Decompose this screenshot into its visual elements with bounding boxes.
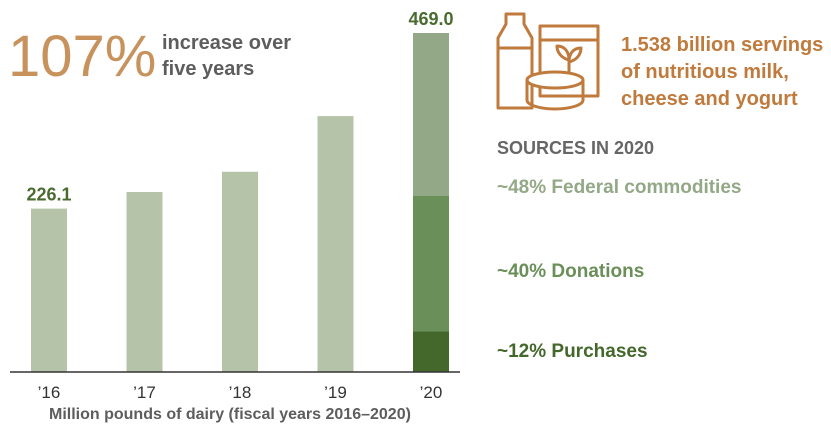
x-tick-label: ’17 — [133, 383, 156, 402]
legend-entry: ~12% Purchases — [497, 341, 648, 362]
sources-title: SOURCES IN 2020 — [497, 138, 654, 158]
x-tick-label: ’18 — [229, 383, 252, 402]
servings-text: 1.538 billion servings — [621, 34, 823, 56]
legend-entry: ~40% Donations — [497, 261, 644, 282]
headline-text: increase over — [162, 32, 291, 54]
legend-entry: ~48% Federal commodities — [497, 177, 741, 198]
bar-segment — [413, 331, 449, 372]
value-label: 226.1 — [26, 185, 71, 205]
servings-text: cheese and yogurt — [621, 88, 798, 110]
bar — [317, 116, 354, 373]
x-tick-label: ’16 — [38, 383, 61, 402]
x-tick-label: ’19 — [324, 383, 347, 402]
bar-segment — [413, 195, 449, 332]
bar — [31, 208, 67, 372]
servings-text: of nutritious milk, — [621, 61, 789, 83]
bar — [126, 192, 163, 372]
dairy-icon — [496, 12, 600, 111]
bar — [222, 171, 258, 372]
value-label: 469.0 — [408, 9, 453, 29]
x-axis-label: Million pounds of dairy (fiscal years 20… — [49, 406, 411, 423]
bar-segment — [413, 33, 449, 196]
headline-text: five years — [162, 58, 254, 80]
x-tick-label: ’20 — [420, 383, 443, 402]
headline-figure: 107% — [8, 24, 156, 89]
